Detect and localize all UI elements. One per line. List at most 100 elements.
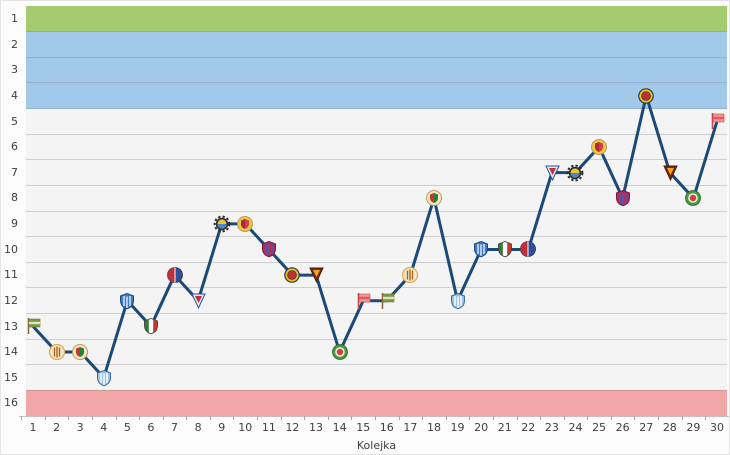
axis-tick: [587, 416, 589, 420]
maroon-pennant-crest-icon[interactable]: [307, 266, 325, 284]
y-axis-label: 14: [4, 345, 18, 359]
gridline: [26, 261, 727, 263]
green-white-red-shield-crest-icon[interactable]: [496, 240, 514, 258]
green-red-rosette-crest-icon[interactable]: [684, 189, 702, 207]
y-axis-label: 16: [4, 396, 18, 410]
axis-tick: [375, 416, 376, 420]
tricolor-shield-circle-crest-icon[interactable]: [425, 189, 443, 207]
amber-striped-circle-crest-icon[interactable]: [48, 343, 66, 361]
axis-tick: [91, 416, 93, 420]
red-blue-half-crest-icon[interactable]: [519, 240, 537, 258]
x-axis-label: 5: [123, 421, 131, 434]
gold-ring-crest-icon[interactable]: [283, 266, 301, 284]
green-white-red-shield-crest-icon[interactable]: [142, 317, 160, 335]
y-axis-label: 12: [4, 293, 18, 307]
x-axis-label: 16: [379, 421, 394, 434]
blue-striped-shield-crest-icon[interactable]: [118, 292, 136, 310]
cog-crest-icon[interactable]: [213, 215, 231, 233]
x-axis-label: 15: [356, 421, 371, 434]
gridline: [26, 56, 727, 58]
x-axis-label: 7: [171, 421, 179, 434]
x-axis-label: 26: [615, 421, 630, 434]
green-flag-crest-icon[interactable]: [378, 292, 396, 310]
gridline: [26, 364, 727, 366]
gridline: [26, 133, 727, 135]
gold-red-shield-crest-icon[interactable]: [236, 215, 254, 233]
promotion-zone: [26, 31, 727, 109]
crimson-striped-shield-crest-icon[interactable]: [260, 240, 278, 258]
axis-tick: [21, 416, 23, 420]
maroon-pennant-crest-icon[interactable]: [661, 164, 679, 182]
green-red-rosette-crest-icon[interactable]: [331, 343, 349, 361]
tricolor-pennant-crest-icon[interactable]: [189, 292, 207, 310]
relegation-zone: [26, 390, 727, 416]
rose-flag-crest-icon[interactable]: [708, 112, 726, 130]
x-axis-label: 14: [332, 421, 347, 434]
green-flag-crest-icon[interactable]: [24, 317, 42, 335]
axis-tick: [186, 416, 188, 420]
x-axis-label: 18: [426, 421, 441, 434]
axis-tick: [469, 416, 471, 420]
y-axis-label: 10: [4, 242, 18, 256]
axis-tick: [44, 416, 46, 420]
x-axis-label: 28: [662, 421, 677, 434]
x-axis-label: 4: [100, 421, 108, 434]
gridline: [26, 287, 727, 289]
x-axis-label: 3: [76, 421, 84, 434]
y-axis-label: 1: [11, 12, 18, 25]
axis-tick: [398, 416, 400, 420]
x-axis-label: 8: [194, 421, 202, 434]
x-axis-label: 19: [450, 421, 465, 434]
axis-tick: [351, 416, 353, 420]
x-axis-label: 30: [710, 421, 724, 434]
gridline: [26, 31, 727, 33]
champion-zone: [26, 6, 727, 32]
plot-area: [26, 6, 727, 416]
x-axis-title: Kolejka: [356, 439, 397, 452]
y-axis-label: 8: [11, 191, 18, 205]
tricolor-pennant-crest-icon[interactable]: [543, 164, 561, 182]
axis-tick: [540, 416, 542, 420]
axis-tick: [162, 416, 164, 420]
x-axis-label: 13: [309, 421, 324, 434]
y-axis-label: 3: [11, 63, 18, 77]
axis-tick: [681, 416, 683, 420]
y-axis-label: 2: [11, 37, 18, 51]
red-blue-half-crest-icon[interactable]: [166, 266, 184, 284]
x-axis-labels: 1 2 3 4 5 6 7 8 9 10 11 12 13 14 15 16 17 18 19 20 21 22 23 24 2…: [1, 421, 729, 437]
gold-ring-crest-icon[interactable]: [637, 87, 655, 105]
x-axis-label: 11: [261, 421, 276, 434]
gridline: [26, 210, 727, 212]
x-axis-label: 6: [147, 421, 155, 434]
amber-striped-circle-crest-icon[interactable]: [401, 266, 419, 284]
cog-crest-icon[interactable]: [566, 164, 584, 182]
x-axis-label: 9: [218, 421, 226, 434]
blue-striped-shield-crest-icon[interactable]: [472, 240, 490, 258]
axis-tick: [304, 416, 306, 420]
crimson-striped-shield-crest-icon[interactable]: [614, 189, 632, 207]
gridline: [26, 236, 727, 238]
sky-blue-shield-crest-icon[interactable]: [449, 292, 467, 310]
sky-blue-shield-crest-icon[interactable]: [95, 369, 113, 387]
y-axis-labels: 1 2 3 4 5 6 7 8 9 10 11 12 13 14 15 16: [1, 6, 20, 416]
gridline: [26, 159, 727, 161]
x-axis-label: 25: [592, 421, 607, 434]
y-axis-label: 13: [4, 319, 18, 333]
x-axis-label: 21: [497, 421, 512, 434]
axis-tick: [728, 416, 729, 420]
rose-flag-crest-icon[interactable]: [354, 292, 372, 310]
axis-tick: [563, 416, 565, 420]
axis-tick: [658, 416, 660, 420]
gold-red-shield-crest-icon[interactable]: [590, 138, 608, 156]
axis-tick: [233, 416, 235, 420]
x-axis-line: [19, 416, 729, 417]
x-axis-label: 2: [53, 421, 61, 434]
tricolor-shield-circle-crest-icon[interactable]: [71, 343, 89, 361]
gridline: [26, 108, 727, 109]
axis-tick: [209, 416, 211, 420]
gridline: [26, 184, 727, 186]
y-axis-label: 6: [11, 140, 18, 154]
position-line: [31, 94, 719, 380]
y-axis-label: 7: [11, 165, 18, 179]
